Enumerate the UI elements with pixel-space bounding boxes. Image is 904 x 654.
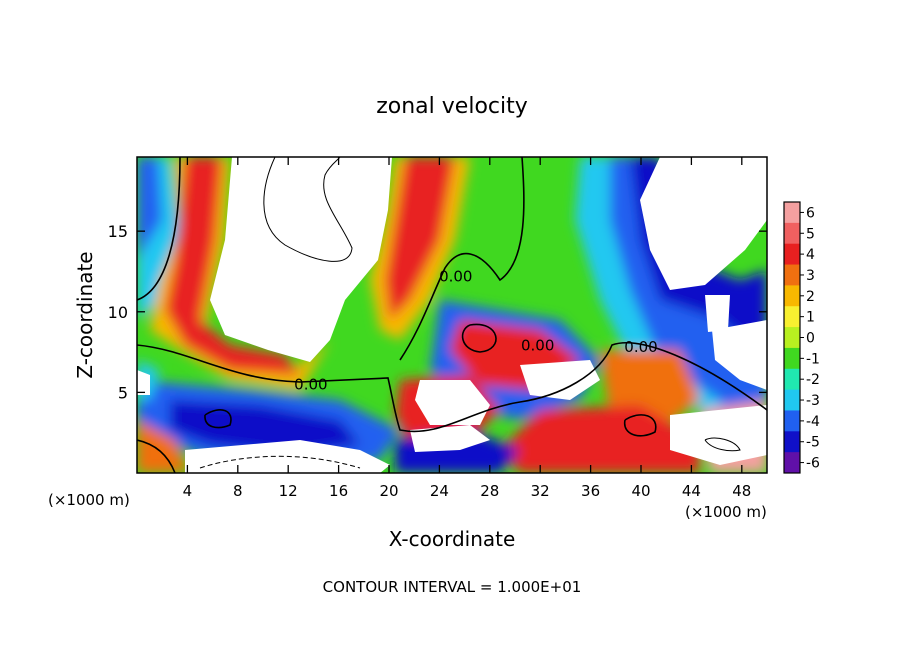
x-tick-label: 16: [329, 482, 348, 500]
colorbar-tick-label: -6: [806, 456, 820, 472]
x-unit-label-right: (×1000 m): [685, 503, 767, 521]
colorbar-tick-label: 5: [806, 226, 815, 242]
x-tick-label: 24: [430, 482, 449, 500]
colorbar: 6 5 4 3 2 1 0 -1 -2 -3 -4 -5 -6: [783, 201, 820, 474]
contour-labels: 0.00 0.00 0.00 0.00: [294, 267, 658, 393]
y-tick-label: 10: [108, 303, 128, 322]
colorbar-swatch: [784, 264, 800, 286]
x-tick-label: 20: [379, 482, 398, 500]
colorbar-tick-label: 2: [806, 289, 815, 305]
x-axis: 4 8 12 16 20 24 28 32 36 40 44 48: [183, 157, 751, 500]
colorbar-tick-label: -1: [806, 351, 820, 367]
colorbar-tick-label: 0: [806, 331, 815, 347]
x-tick-label: 4: [183, 482, 193, 500]
colorbar-tick-label: 3: [806, 268, 815, 284]
x-unit-label-left: (×1000 m): [48, 491, 130, 509]
y-tick-label: 5: [118, 383, 128, 402]
contour-label: 0.00: [624, 338, 657, 356]
x-tick-label: 44: [682, 482, 701, 500]
x-tick-label: 36: [581, 482, 600, 500]
colorbar-swatch: [784, 410, 800, 432]
secondary-contours: [199, 157, 741, 469]
colorbar-swatch: [784, 202, 800, 224]
chart-title: zonal velocity: [376, 94, 528, 119]
zero-contours: [137, 157, 767, 473]
colorbar-swatch: [784, 243, 800, 266]
colorbar-swatch: [784, 285, 800, 307]
colorbar-tick-label: 6: [806, 205, 815, 221]
colorbar-swatch: [784, 222, 800, 245]
colorbar-swatch: [784, 368, 800, 391]
colorbar-tick-label: 1: [806, 310, 815, 326]
contour-interval-note: CONTOUR INTERVAL = 1.000E+01: [323, 578, 582, 596]
contour-label: 0.00: [521, 337, 554, 355]
x-axis-label: X-coordinate: [389, 527, 516, 551]
colorbar-tick-label: -3: [806, 393, 820, 409]
colorbar-tick-label: -2: [806, 372, 820, 388]
colorbar-swatch: [784, 347, 800, 370]
x-tick-label: 28: [480, 482, 499, 500]
colorbar-swatch: [784, 431, 800, 453]
colorbar-tick-label: -5: [806, 435, 820, 451]
plot-frame: [136, 156, 768, 474]
x-tick-label: 32: [531, 482, 550, 500]
y-axis: 5 10 15: [108, 222, 767, 402]
x-tick-label: 48: [732, 482, 751, 500]
y-tick-label: 15: [108, 222, 128, 241]
colorbar-swatch: [784, 452, 800, 474]
x-tick-label: 12: [279, 482, 298, 500]
colorbar-swatch: [784, 306, 800, 328]
y-axis-label: Z-coordinate: [73, 251, 97, 378]
colorbar-tick-label: -4: [806, 414, 820, 430]
colorbar-swatch: [784, 389, 800, 411]
colorbar-tick-label: 4: [806, 247, 815, 263]
x-tick-label: 8: [233, 482, 243, 500]
contour-label: 0.00: [294, 375, 327, 393]
x-tick-label: 40: [631, 482, 650, 500]
heatmap-field: [137, 157, 767, 473]
contour-label: 0.00: [439, 267, 472, 285]
colorbar-swatch: [784, 327, 800, 349]
